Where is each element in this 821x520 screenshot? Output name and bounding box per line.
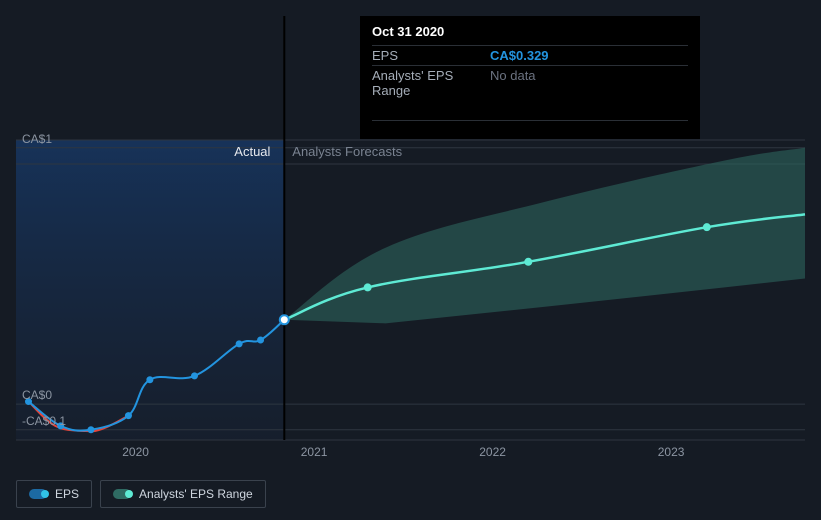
y-axis-label: -CA$0.1	[22, 414, 66, 428]
legend-label: Analysts' EPS Range	[139, 487, 253, 501]
x-axis-label: 2023	[658, 445, 685, 459]
actual-region-label: Actual	[234, 144, 270, 159]
legend-item-range[interactable]: Analysts' EPS Range	[100, 480, 266, 508]
chart-tooltip: Oct 31 2020 EPS CA$0.329 Analysts' EPS R…	[360, 16, 700, 139]
tooltip-label: EPS	[372, 48, 490, 63]
y-axis-label: CA$0	[22, 388, 52, 402]
chart-legend: EPS Analysts' EPS Range	[16, 480, 266, 508]
tooltip-value: CA$0.329	[490, 48, 549, 63]
x-axis-label: 2022	[479, 445, 506, 459]
y-axis-label: CA$1	[22, 132, 52, 146]
x-axis-label: 2020	[122, 445, 149, 459]
legend-swatch-icon	[113, 489, 131, 499]
eps-chart: CA$1 CA$0 -CA$0.1 2020 2021 2022 2023 Ac…	[0, 0, 821, 520]
tooltip-row-eps: EPS CA$0.329	[372, 45, 688, 65]
legend-item-eps[interactable]: EPS	[16, 480, 92, 508]
legend-swatch-icon	[29, 489, 47, 499]
tooltip-value: No data	[490, 68, 536, 98]
tooltip-date: Oct 31 2020	[372, 24, 688, 39]
legend-label: EPS	[55, 487, 79, 501]
forecast-region-label: Analysts Forecasts	[292, 144, 402, 159]
tooltip-label: Analysts' EPS Range	[372, 68, 490, 98]
x-axis-label: 2021	[301, 445, 328, 459]
tooltip-row-range: Analysts' EPS Range No data	[372, 65, 688, 100]
